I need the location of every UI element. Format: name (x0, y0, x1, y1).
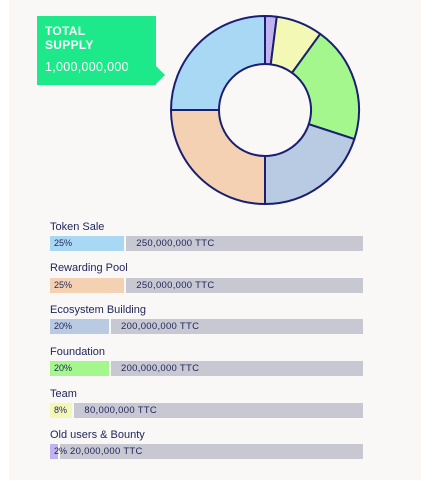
allocation-bar-fill: 20% (50, 319, 111, 334)
allocation-label: Rewarding Pool (50, 262, 128, 274)
allocation-amount: 200,000,000 TTC (121, 321, 200, 332)
allocation-label: Token Sale (50, 221, 105, 233)
allocation-bar-track: 20% 200,000,000 TTC (50, 361, 363, 376)
allocation-bar-fill: 8% (50, 403, 75, 418)
allocation-amount: 250,000,000 TTC (136, 238, 215, 249)
allocation-bar-track: 20% 200,000,000 TTC (50, 319, 363, 334)
total-supply-value: 1,000,000,000 (45, 60, 129, 74)
allocation-bar-fill: 20% (50, 361, 111, 376)
allocation-bar-track: 2% 20,000,000 TTC (50, 444, 363, 459)
allocation-percent: 25% (54, 238, 73, 248)
allocation-percent: 2% (54, 446, 68, 456)
allocation-label: Ecosystem Building (50, 304, 146, 316)
allocation-amount: 200,000,000 TTC (121, 363, 200, 374)
allocation-amount: 250,000,000 TTC (136, 280, 215, 291)
allocation-amount: 80,000,000 TTC (84, 405, 158, 416)
allocation-percent: 20% (54, 363, 73, 373)
allocation-percent: 25% (54, 280, 73, 290)
allocation-percent: 20% (54, 321, 73, 331)
donut-slice-rewarding-pool (170, 109, 266, 205)
donut-slice-ecosystem-building (264, 123, 356, 205)
allocation-label: Team (50, 388, 77, 400)
allocation-bar-track: 25% 250,000,000 TTC (50, 236, 363, 251)
allocation-label: Old users & Bounty (50, 429, 145, 441)
allocation-amount: 20,000,000 TTC (70, 446, 143, 457)
allocation-bar-fill: 25% (50, 236, 127, 251)
allocation-bar-fill: 2% (50, 444, 67, 459)
allocation-bar-track: 25% 250,000,000 TTC (50, 278, 363, 293)
allocation-percent: 8% (54, 405, 68, 415)
total-supply-label: TOTAL SUPPLY (45, 24, 94, 52)
allocation-label: Foundation (50, 346, 106, 358)
allocation-bar-track: 8% 80,000,000 TTC (50, 403, 363, 418)
donut-slice-token-sale (170, 15, 266, 111)
allocation-bar-fill: 25% (50, 278, 127, 293)
total-supply-badge: TOTAL SUPPLY 1,000,000,000 (37, 16, 165, 85)
